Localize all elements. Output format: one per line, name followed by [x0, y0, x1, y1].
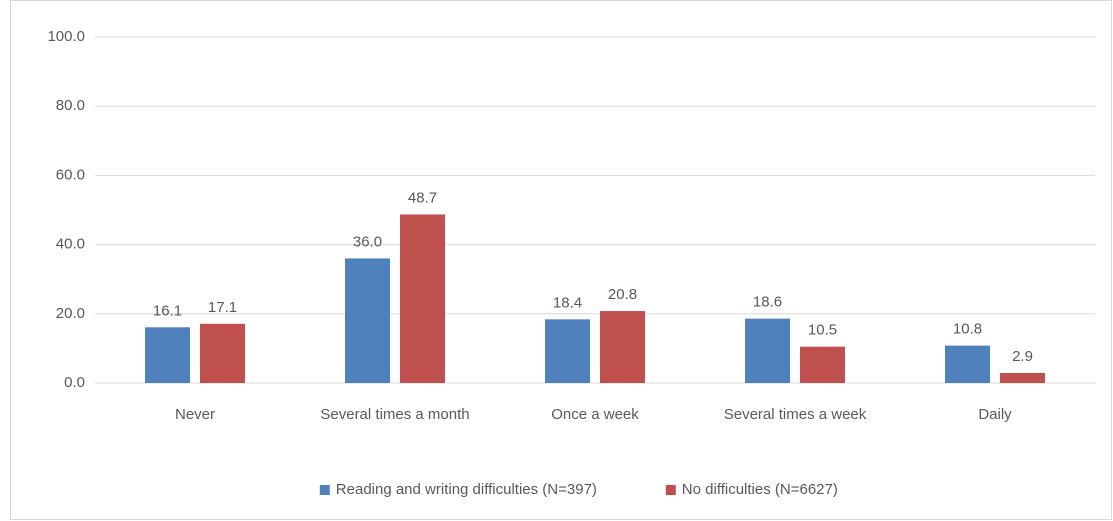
bar	[1000, 372, 1045, 383]
bar	[145, 327, 190, 383]
y-tick-label: 100.0	[47, 28, 85, 45]
data-label: 2.9	[1012, 348, 1033, 365]
y-tick-label: 60.0	[56, 166, 85, 183]
bar	[800, 346, 845, 383]
data-label: 48.7	[408, 189, 437, 206]
y-tick-label: 80.0	[56, 97, 85, 114]
legend-swatch	[665, 485, 676, 495]
bar	[200, 323, 245, 383]
legend-label: Reading and writing difficulties (N=397)	[336, 481, 597, 498]
x-tick-label: Several times a week	[723, 406, 867, 423]
data-label: 18.4	[553, 294, 582, 311]
y-tick-label: 0.0	[64, 374, 85, 391]
bar	[345, 258, 390, 383]
x-tick-label: Daily	[978, 406, 1012, 423]
bar	[745, 318, 790, 383]
x-tick-label: Several times a month	[320, 406, 470, 423]
chart-border	[10, 0, 1112, 520]
data-label: 20.8	[608, 286, 637, 303]
data-label: 18.6	[753, 294, 782, 311]
data-label: 36.0	[353, 233, 382, 250]
data-label: 10.8	[953, 321, 982, 338]
x-tick-label: Never	[174, 406, 215, 423]
data-label: 16.1	[153, 302, 182, 319]
legend-swatch	[319, 485, 330, 495]
data-label: 17.1	[208, 299, 237, 316]
bar	[545, 319, 590, 383]
y-tick-label: 40.0	[56, 236, 85, 253]
legend-label: No difficulties (N=6627)	[682, 481, 838, 498]
bar	[400, 214, 445, 383]
y-tick-label: 20.0	[56, 305, 85, 322]
bar	[600, 311, 645, 383]
x-tick-label: Once a week	[551, 406, 639, 423]
bar	[945, 345, 990, 383]
data-label: 10.5	[808, 322, 837, 339]
